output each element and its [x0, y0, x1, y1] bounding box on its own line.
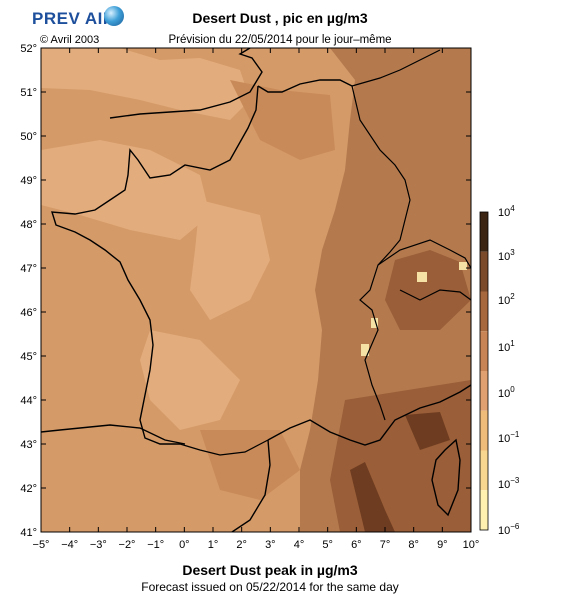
coastline-normandy-brittany	[51, 85, 259, 445]
x-tick-label: 2°	[236, 539, 247, 551]
y-tick-label: 52°	[20, 43, 37, 55]
y-tick-label: 43°	[20, 439, 37, 451]
y-tick-label: 47°	[20, 263, 37, 275]
y-axis: 52° 51° 50° 49° 48° 47° 46° 45° 44° 43° 42° 41°	[20, 43, 471, 539]
border-pyrenees	[179, 439, 269, 456]
colorbar-swatch	[480, 490, 488, 530]
coastline-corsica	[431, 438, 461, 517]
concentration-field	[41, 48, 471, 532]
x-tick-label: 3°	[265, 539, 276, 551]
field-light-center	[190, 200, 270, 320]
colorbar-label: 10−6	[498, 522, 520, 537]
colorbar-swatch	[480, 410, 488, 451]
y-tick-label: 42°	[20, 483, 37, 495]
field-hotspot-3	[361, 344, 369, 356]
colorbar-swatch	[480, 291, 488, 332]
y-tick-label: 48°	[20, 219, 37, 231]
x-tick-label: −3°	[90, 539, 107, 551]
colorbar-label: 101	[498, 339, 515, 354]
x-axis: −5° −4° −3° −2° −1° 0° 1° 2° 3° 4° 5° 6° 7° 8° 9° 10°	[33, 48, 480, 551]
y-tick-label: 51°	[20, 87, 37, 99]
field-darkest-south	[405, 412, 450, 450]
x-tick-label: 6°	[351, 539, 362, 551]
x-tick-label: 1°	[208, 539, 219, 551]
colorbar: 104 103 102 101 100 10−1 10−3 10−6	[479, 204, 520, 537]
y-tick-label: 49°	[20, 175, 37, 187]
coastline-england	[109, 48, 263, 119]
coastline-france-north	[257, 79, 353, 93]
border-swiss-italy	[377, 239, 471, 301]
field-hotspot-4	[459, 262, 467, 270]
copyright-text: © Avril 2003	[40, 34, 100, 46]
x-tick-label: 4°	[294, 539, 305, 551]
colorbar-label: 100	[498, 385, 515, 400]
colorbar-label: 103	[498, 248, 515, 263]
globe-icon	[104, 6, 124, 26]
y-tick-label: 41°	[20, 527, 37, 539]
coastline-mediterranean	[267, 384, 471, 446]
y-tick-label: 45°	[20, 351, 37, 363]
colorbar-swatch	[480, 331, 488, 371]
field-light-north	[41, 48, 250, 120]
colorbar-swatch	[480, 212, 488, 252]
field-hotspot-2	[371, 318, 378, 328]
y-tick-label: 50°	[20, 131, 37, 143]
y-tick-label: 46°	[20, 307, 37, 319]
colorbar-label: 102	[498, 292, 515, 307]
coastlines	[41, 48, 471, 532]
colorbar-swatch	[480, 450, 488, 491]
logo-text: PREV AIR	[32, 9, 116, 28]
x-tick-label: 7°	[380, 539, 391, 551]
x-tick-label: −4°	[61, 539, 78, 551]
field-light-southwest	[140, 330, 240, 430]
x-tick-label: 0°	[179, 539, 190, 551]
colorbar-label: 10−1	[498, 430, 520, 445]
x-tick-label: 8°	[408, 539, 419, 551]
field-darkest-plume	[350, 462, 395, 532]
x-tick-label: 5°	[322, 539, 333, 551]
x-tick-label: 10°	[463, 539, 480, 551]
plot-frame	[40, 47, 472, 533]
x-tick-label: −1°	[147, 539, 164, 551]
field-alpine-patch	[385, 250, 471, 330]
dust-map: −5° −4° −3° −2° −1° 0° 1° 2° 3° 4° 5° 6° 7° 8° 9° 10° 5…	[20, 43, 520, 551]
coastline-spain-north	[41, 424, 186, 445]
field-mid-south	[200, 430, 300, 500]
colorbar-label: 104	[498, 204, 515, 219]
y-tick-label: 44°	[20, 395, 37, 407]
x-tick-label: −5°	[33, 539, 50, 551]
field-hotspot-1	[417, 272, 427, 282]
x-tick-label: 9°	[437, 539, 448, 551]
map-subtitle: Prévision du 22/05/2014 pour le jour–mêm…	[168, 34, 392, 46]
coastline-spain-east	[231, 439, 271, 532]
colorbar-frame	[479, 211, 489, 531]
colorbar-swatch	[480, 251, 488, 292]
map-title: Desert Dust , pic en µg/m3	[192, 10, 368, 26]
colorbar-label: 10−3	[498, 476, 520, 491]
x-tick-label: −2°	[119, 539, 136, 551]
footer-subtitle: Forecast issued on 05/22/2014 for the sa…	[141, 580, 399, 594]
prevair-logo: PREV AIR	[28, 6, 124, 32]
colorbar-swatch	[480, 371, 488, 411]
footer-title: Desert Dust peak in µg/m3	[182, 562, 358, 578]
border-germany	[351, 49, 441, 87]
